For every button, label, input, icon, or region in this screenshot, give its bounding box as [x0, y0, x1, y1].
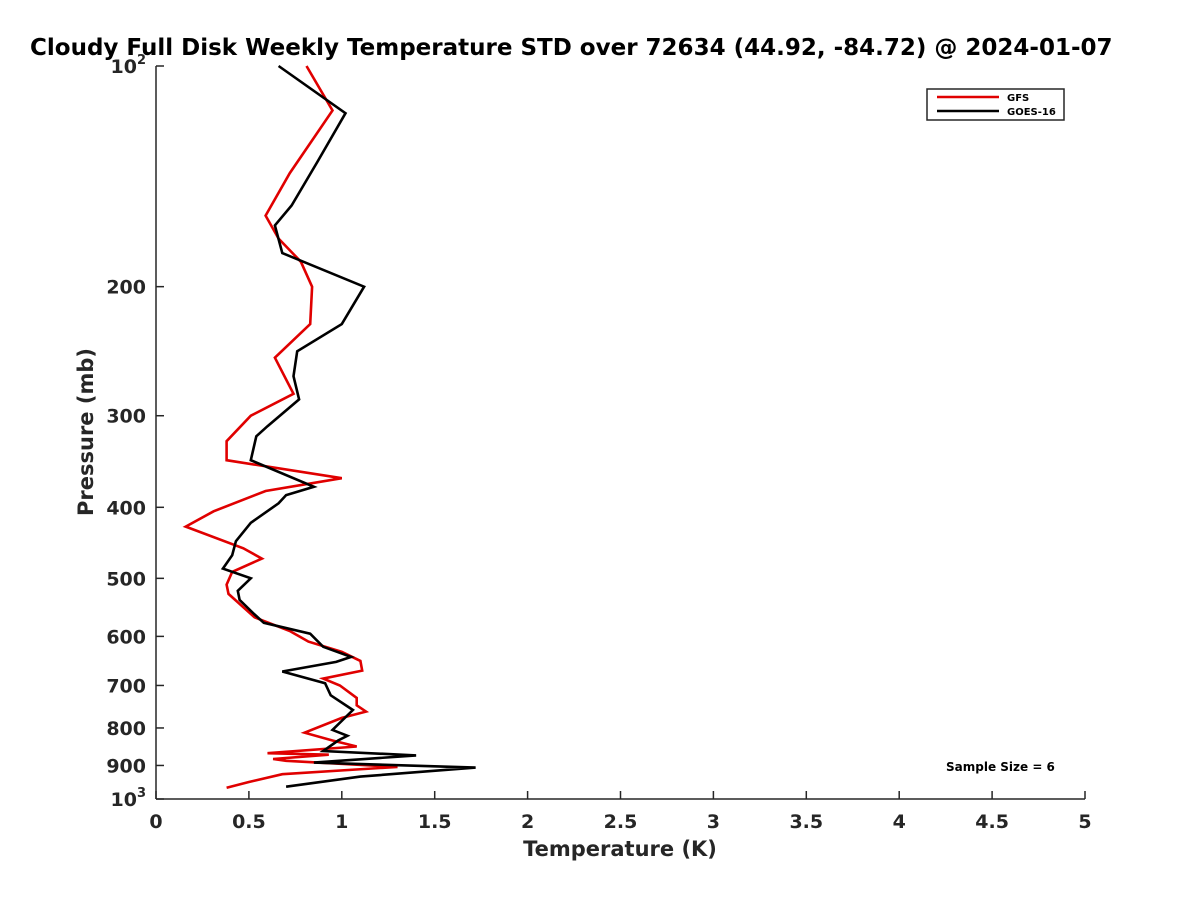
x-tick-label: 1 — [335, 811, 348, 833]
y-tick-label: 103 — [111, 786, 147, 811]
plot-frame — [156, 66, 1085, 799]
y-tick-label: 800 — [106, 718, 146, 740]
x-axis-label: Temperature (K) — [523, 837, 717, 861]
legend-label-gfs: GFS — [1007, 93, 1029, 104]
legend-label-goes16: GOES-16 — [1007, 107, 1056, 118]
series-line-gfs — [182, 65, 398, 789]
x-tick-label: 0.5 — [232, 811, 266, 833]
y-tick-label: 102 — [111, 53, 147, 78]
y-axis-ticks: 102 200 300 400 500 600 700 800 900 103 — [106, 53, 164, 811]
y-tick-label: 700 — [106, 675, 146, 697]
x-tick-label: 3 — [707, 811, 720, 833]
legend-box — [926, 88, 1065, 121]
y-tick-label: 900 — [106, 755, 146, 777]
series-line-goes-16 — [220, 64, 476, 788]
sample-size-annotation: Sample Size = 6 — [946, 760, 1055, 774]
y-tick-label: 300 — [106, 406, 146, 428]
x-tick-label: 2 — [521, 811, 534, 833]
x-tick-label: 1.5 — [418, 811, 452, 833]
y-axis-label: Pressure (mb) — [74, 348, 98, 516]
y-tick-label: 500 — [106, 568, 146, 590]
y-tick-label: 600 — [106, 626, 146, 648]
legend: GFS GOES-16 — [926, 88, 1065, 121]
y-tick-label: 200 — [106, 277, 146, 299]
x-axis-ticks: 0 0.5 1 1.5 2 2.5 3 3.5 4 4.5 5 — [149, 791, 1092, 833]
y-tick-label: 400 — [106, 497, 146, 519]
x-tick-label: 2.5 — [604, 811, 638, 833]
chart-title: Cloudy Full Disk Weekly Temperature STD … — [30, 35, 1113, 61]
x-tick-label: 5 — [1078, 811, 1091, 833]
x-tick-label: 4.5 — [975, 811, 1009, 833]
x-tick-label: 0 — [149, 811, 162, 833]
x-tick-label: 4 — [893, 811, 906, 833]
series-layer — [182, 64, 476, 789]
x-tick-label: 3.5 — [789, 811, 823, 833]
